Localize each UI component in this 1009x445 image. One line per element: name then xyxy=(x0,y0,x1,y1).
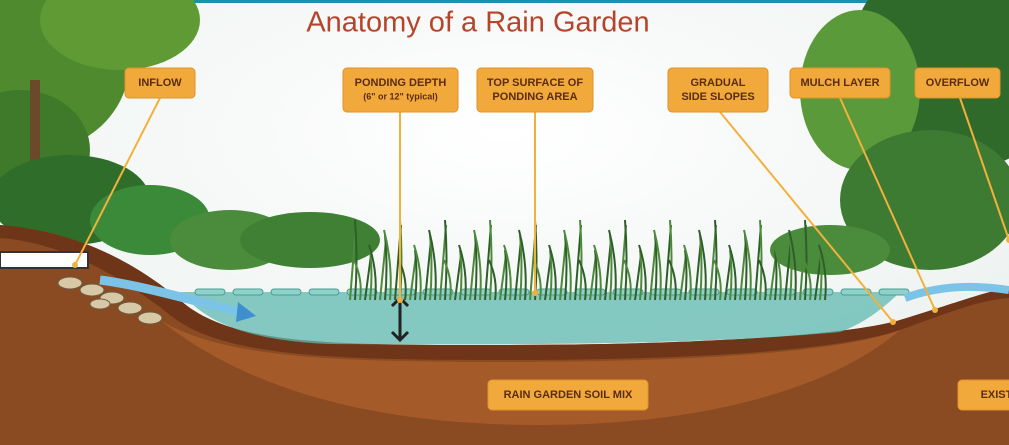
leader-dot xyxy=(932,307,938,313)
surface-dash xyxy=(423,289,453,295)
surface-dash xyxy=(309,289,339,295)
title: Anatomy of a Rain Garden xyxy=(306,7,649,39)
leader-dot xyxy=(532,290,538,296)
leader-dot xyxy=(890,319,896,325)
label-text: PONDING DEPTH xyxy=(355,77,447,89)
rain-garden-diagram: Anatomy of a Rain Garden INFLOW PONDING D… xyxy=(0,0,1009,445)
label-text: RAIN GARDEN SOIL MIX xyxy=(504,389,633,401)
label-box xyxy=(343,68,458,112)
label-text: PONDING AREA xyxy=(492,91,577,103)
leader-dot xyxy=(72,262,78,268)
label-text: SIDE SLOPES xyxy=(681,91,754,103)
label-text: (6" or 12" typical) xyxy=(363,91,438,101)
label-text: EXISTI xyxy=(981,389,1009,401)
surface-dash xyxy=(803,289,833,295)
surface-dash xyxy=(613,289,643,295)
label-text: INFLOW xyxy=(138,77,182,89)
label-text: MULCH LAYER xyxy=(800,77,879,89)
surface-dash xyxy=(271,289,301,295)
label-text: GRADUAL xyxy=(691,77,746,89)
label-text: OVERFLOW xyxy=(926,77,990,89)
label-text: TOP SURFACE OF xyxy=(487,77,583,89)
leader-dot xyxy=(397,297,403,303)
surface-dash xyxy=(195,289,225,295)
surface-dash xyxy=(233,289,263,295)
